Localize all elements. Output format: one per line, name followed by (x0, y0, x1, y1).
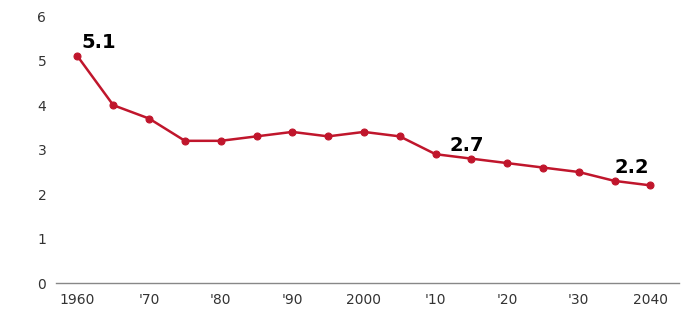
Text: 2.7: 2.7 (450, 136, 484, 155)
Text: 2.2: 2.2 (615, 158, 649, 177)
Text: 5.1: 5.1 (81, 33, 116, 52)
